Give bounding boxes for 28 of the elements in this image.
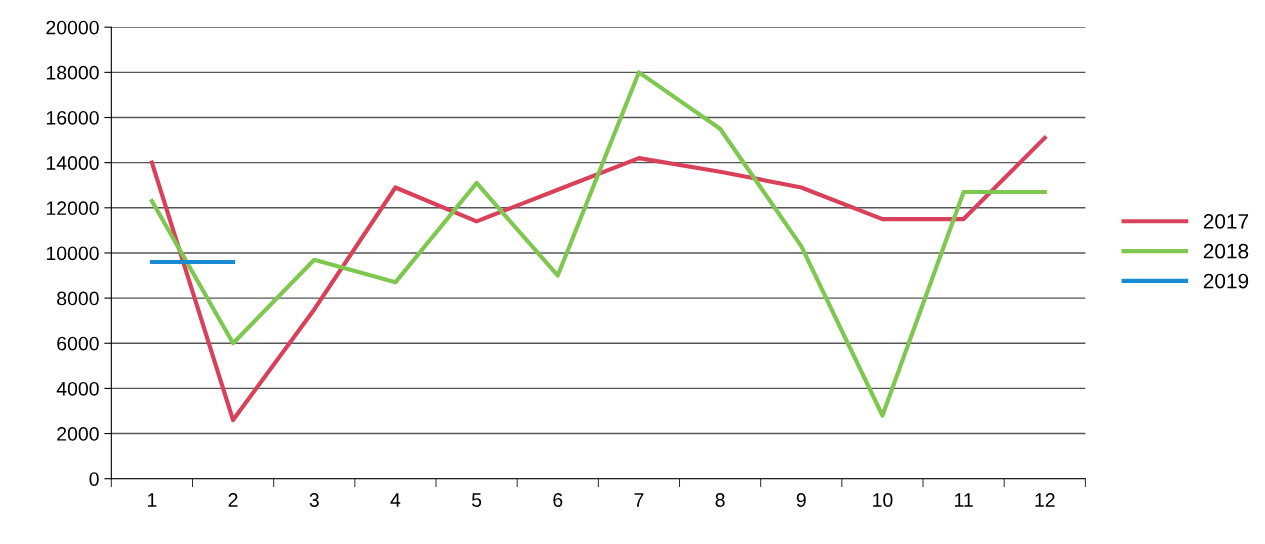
x-tick-label: 9 xyxy=(796,493,806,507)
x-tick-label: 12 xyxy=(1035,493,1055,507)
x-tick-label: 1 xyxy=(147,493,157,507)
y-tick-label: 8000 xyxy=(57,291,99,306)
legend-label: 2018 xyxy=(1203,243,1249,259)
x-tick-label: 10 xyxy=(873,493,893,507)
y-tick-label: 0 xyxy=(89,472,99,486)
x-tick-label: 2 xyxy=(228,493,238,507)
y-tick-label: 16000 xyxy=(46,110,99,125)
y-tick-label: 12000 xyxy=(46,201,99,216)
line-series xyxy=(149,70,1047,418)
x-tick-label: 8 xyxy=(715,493,725,507)
y-tick-label: 10000 xyxy=(46,246,99,261)
y-tick-label: 20000 xyxy=(46,20,99,35)
x-tick-label: 7 xyxy=(634,493,644,507)
line-series xyxy=(149,135,1047,423)
x-tick-label: 11 xyxy=(955,493,973,507)
x-tick-label: 5 xyxy=(471,493,482,507)
legend-label: 2017 xyxy=(1203,213,1249,229)
legend-label: 2019 xyxy=(1203,273,1249,289)
x-tick-label: 6 xyxy=(553,493,563,507)
y-tick-label: 2000 xyxy=(57,427,99,441)
y-tick-label: 14000 xyxy=(46,156,99,170)
x-tick-label: 3 xyxy=(309,493,319,507)
y-tick-label: 6000 xyxy=(57,336,99,351)
x-tick-label: 4 xyxy=(390,493,401,507)
y-tick-label: 18000 xyxy=(46,65,99,80)
y-tick-label: 4000 xyxy=(56,381,99,396)
